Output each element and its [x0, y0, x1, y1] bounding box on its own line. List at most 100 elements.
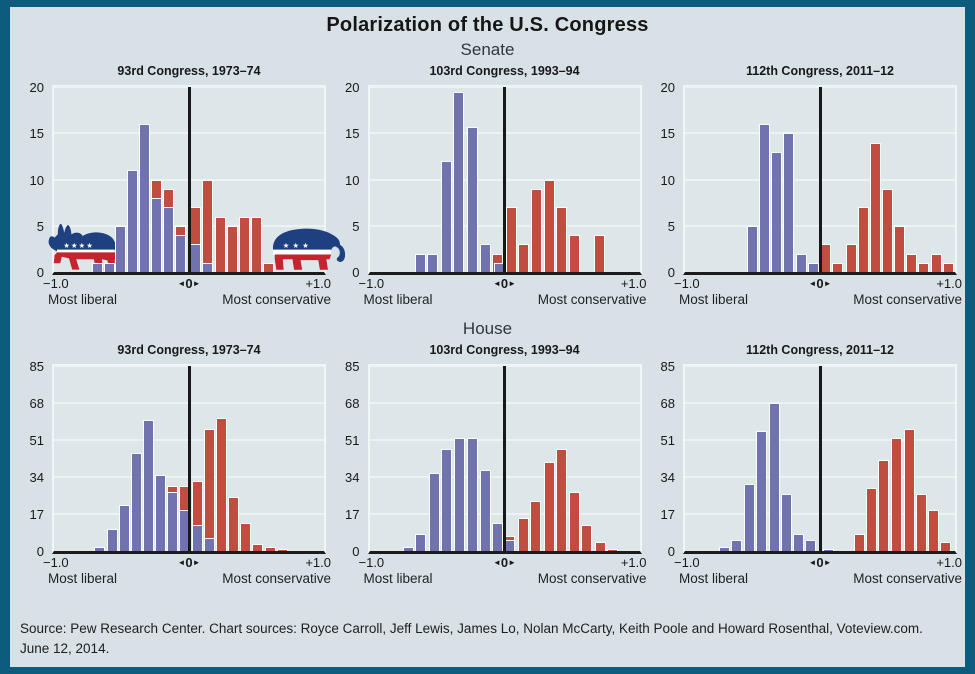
y-tick-label: 68 — [29, 396, 44, 411]
zero-value: 0 — [500, 276, 509, 291]
y-tick-label: 15 — [660, 126, 675, 142]
histogram-bar-republican — [940, 542, 952, 551]
x-min-label: −1.0 — [43, 555, 69, 570]
svg-text:★★★★: ★★★★ — [63, 241, 94, 250]
histogram-bar-democrat — [440, 161, 452, 272]
histogram-bar-republican — [517, 518, 529, 551]
histogram-bar-republican — [238, 216, 250, 272]
plot-area-senate-112 — [683, 85, 957, 275]
histogram-bar-republican — [569, 492, 581, 551]
axis-captions: Most liberal Most conservative — [364, 571, 647, 588]
x-max-label: +1.0 — [936, 555, 962, 570]
chart-house-103: 103rd Congress, 1993–94 0 17 34 51 68 85 −1.0 ◄0… — [332, 343, 647, 588]
y-tick-label: 51 — [345, 433, 360, 448]
histogram-bar-democrat — [403, 546, 415, 551]
y-axis-labels: 0 5 10 15 20 — [16, 81, 48, 279]
histogram-bar-republican — [930, 253, 942, 272]
histogram-bar-republican — [853, 533, 865, 551]
histogram-bar-republican — [202, 179, 214, 272]
histogram-bar-democrat — [114, 225, 126, 272]
y-tick-label: 51 — [29, 433, 44, 448]
axis-captions: Most liberal Most conservative — [679, 571, 962, 588]
y-axis-labels: 0 17 34 51 68 85 — [647, 360, 679, 558]
histogram-bar-democrat — [792, 533, 804, 551]
caption-most-liberal: Most liberal — [679, 292, 749, 307]
y-tick-label: 5 — [36, 218, 44, 234]
histogram-bar-democrat — [155, 474, 167, 551]
caption-most-liberal: Most liberal — [48, 571, 118, 586]
histogram-bar-democrat — [822, 548, 834, 551]
source-note: Source: Pew Research Center. Chart sourc… — [20, 620, 923, 656]
zero-value: 0 — [500, 555, 509, 570]
x-zero-label: ◄0► — [808, 555, 831, 570]
histogram-bar-republican — [543, 461, 555, 551]
y-tick-label: 10 — [345, 172, 360, 188]
histogram-bar-republican — [263, 262, 275, 272]
histogram-bar-democrat — [175, 235, 187, 272]
histogram-bar-republican — [240, 522, 252, 551]
histogram-bar-democrat — [807, 262, 819, 272]
zero-reference-line — [187, 87, 191, 272]
histogram-bar-republican — [203, 429, 215, 551]
chart-senate-103: 103rd Congress, 1993–94 0 5 10 15 20 −1.0 ◄0► +1… — [334, 64, 646, 309]
histogram-bar-republican — [918, 262, 930, 272]
right-arrow-icon: ► — [192, 558, 201, 567]
y-axis-labels: 0 17 34 51 68 85 — [332, 360, 364, 558]
plot-area-house-103 — [367, 364, 642, 554]
x-zero-label: ◄0► — [493, 276, 516, 291]
chart-house-93: 93rd Congress, 1973–74 0 17 34 51 68 85 −1.0 ◄0►… — [18, 343, 331, 588]
chart-title: 112th Congress, 2011–12 — [745, 343, 894, 357]
zero-reference-line — [187, 366, 191, 551]
chart-body: 0 5 10 15 20 ★★★★ ★★★ — [30, 81, 346, 279]
histogram-bar-republican — [581, 524, 593, 551]
histogram-bar-republican — [857, 207, 869, 272]
chart-body: 0 17 34 51 68 85 — [661, 360, 957, 558]
x-max-label: +1.0 — [620, 276, 647, 291]
y-tick-label: 20 — [345, 80, 360, 95]
chart-body: 0 5 10 15 20 — [661, 81, 957, 279]
y-tick-label: 17 — [29, 507, 44, 522]
zero-reference-line — [818, 366, 822, 551]
chart-house-112: 112th Congress, 2011–12 0 17 34 51 68 85 −1.0 ◄0… — [649, 343, 962, 588]
y-tick-label: 85 — [29, 359, 44, 374]
histogram-bar-democrat — [103, 262, 115, 272]
histogram-bar-democrat — [203, 537, 215, 551]
histogram-bar-democrat — [94, 546, 106, 551]
chart-body: 0 17 34 51 68 85 — [30, 360, 326, 558]
caption-most-liberal: Most liberal — [363, 292, 433, 307]
histogram-bar-republican — [228, 496, 240, 551]
chart-title: 103rd Congress, 1993–94 — [429, 64, 580, 78]
histogram-bar-democrat — [91, 262, 103, 272]
histogram-bar-republican — [607, 548, 618, 551]
histogram-bar-republican — [276, 548, 288, 551]
y-tick-label: 51 — [660, 433, 675, 448]
histogram-bar-republican — [517, 244, 529, 272]
histogram-bar-democrat — [167, 492, 179, 551]
section-title-house: House — [462, 319, 513, 338]
y-tick-label: 17 — [345, 507, 360, 522]
histogram-bar-republican — [251, 216, 262, 272]
democratic-donkey-icon: ★★★★ — [48, 223, 121, 270]
histogram-bar-democrat — [795, 253, 807, 272]
histogram-bar-republican — [226, 225, 238, 272]
y-tick-label: 0 — [36, 544, 44, 559]
histogram-bar-democrat — [126, 170, 138, 272]
caption-most-liberal: Most liberal — [48, 292, 118, 307]
y-tick-label: 0 — [667, 544, 675, 559]
zero-value: 0 — [185, 555, 193, 570]
caption-most-conservative: Most conservative — [222, 571, 331, 586]
x-min-label: −1.0 — [358, 276, 385, 291]
histogram-bar-democrat — [453, 91, 465, 272]
histogram-bar-democrat — [415, 533, 427, 551]
histogram-bar-republican — [906, 253, 918, 272]
left-arrow-icon: ◄ — [808, 279, 817, 288]
histogram-bar-democrat — [466, 126, 478, 272]
histogram-bar-democrat — [138, 124, 150, 272]
histogram-bar-democrat — [454, 437, 466, 551]
section-title-senate: Senate — [460, 40, 515, 59]
plot-area-senate-93: ★★★★ ★★★ — [48, 85, 346, 275]
histogram-bar-democrat — [191, 524, 203, 551]
histogram-bar-democrat — [466, 437, 478, 551]
histogram-bar-republican — [555, 207, 567, 272]
